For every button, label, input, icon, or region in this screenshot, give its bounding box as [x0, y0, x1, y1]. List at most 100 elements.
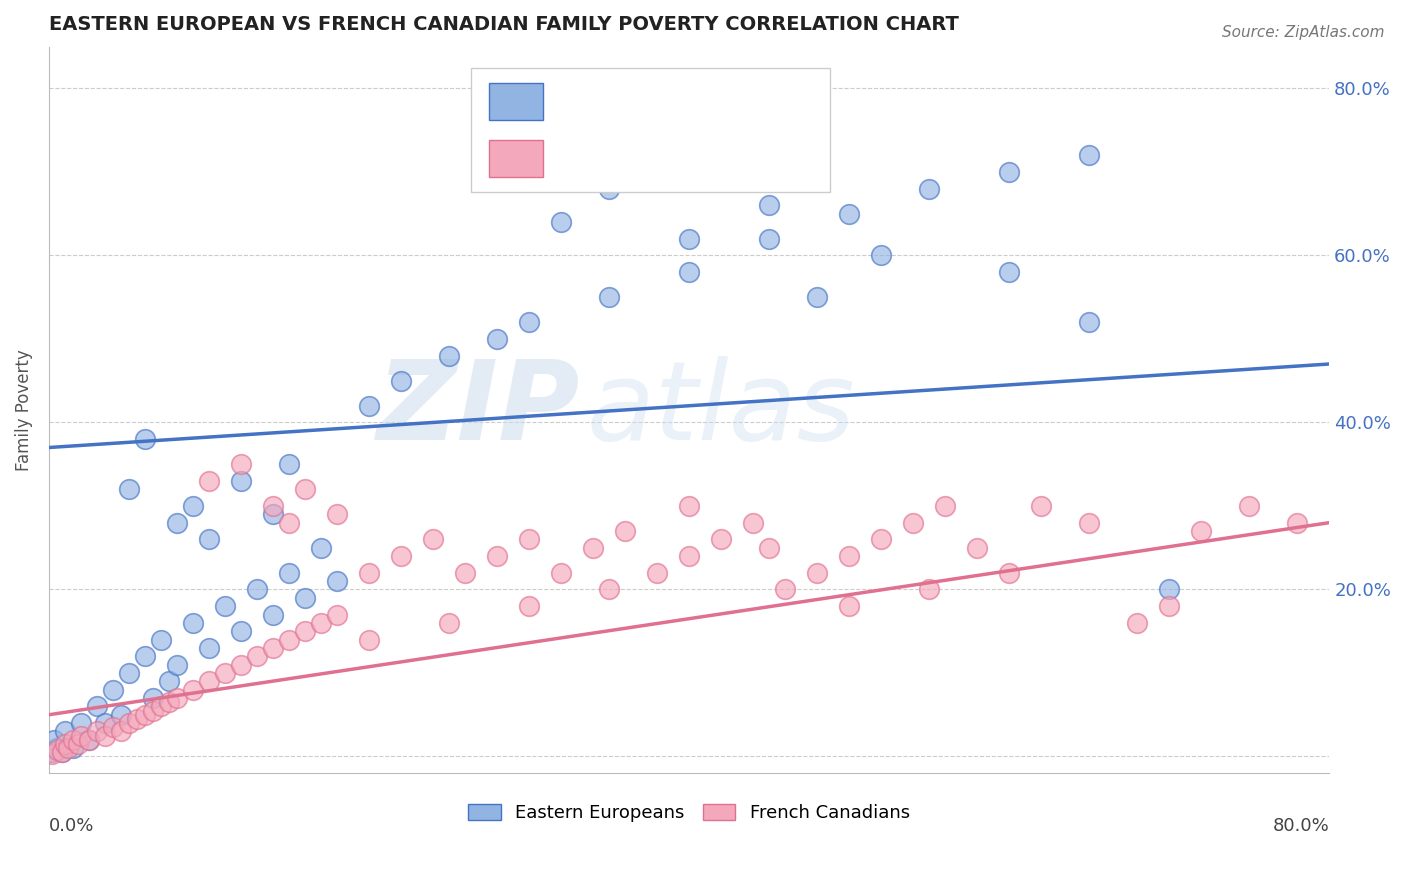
Point: [614, 524, 637, 538]
Point: [326, 607, 349, 622]
Point: [51, 745, 73, 759]
Point: [294, 624, 316, 639]
Point: [41, 745, 63, 759]
Point: [838, 207, 860, 221]
Point: [486, 332, 509, 346]
Point: [437, 615, 460, 630]
Point: [678, 549, 700, 563]
Point: [77, 732, 100, 747]
Point: [278, 632, 301, 647]
Point: [70, 729, 93, 743]
Point: [1239, 499, 1261, 513]
Point: [742, 516, 765, 530]
Point: [326, 508, 349, 522]
Point: [517, 599, 540, 614]
Point: [46, 743, 69, 757]
Point: [357, 632, 380, 647]
Point: [550, 566, 572, 580]
Point: [70, 716, 93, 731]
Point: [710, 533, 733, 547]
Point: [1286, 516, 1309, 530]
Point: [181, 682, 204, 697]
Point: [181, 615, 204, 630]
Point: [51, 745, 73, 759]
Point: [42, 732, 65, 747]
Point: [1159, 582, 1181, 597]
Point: [486, 549, 509, 563]
Point: [246, 649, 269, 664]
Point: [998, 165, 1021, 179]
Point: [309, 541, 332, 555]
Point: [166, 691, 188, 706]
Point: [110, 707, 132, 722]
Point: [454, 566, 477, 580]
Point: [166, 657, 188, 672]
Point: [678, 232, 700, 246]
Point: [134, 432, 156, 446]
Point: [1078, 315, 1101, 329]
Point: [229, 624, 252, 639]
Point: [1078, 148, 1101, 162]
Point: [918, 181, 941, 195]
Text: ZIP: ZIP: [377, 357, 581, 464]
Point: [134, 707, 156, 722]
Point: [598, 582, 620, 597]
Point: [550, 215, 572, 229]
Point: [166, 516, 188, 530]
Point: [198, 474, 221, 488]
Point: [1126, 615, 1149, 630]
Point: [41, 747, 63, 761]
Point: [101, 682, 124, 697]
Point: [142, 704, 165, 718]
Point: [214, 599, 236, 614]
Text: 0.0%: 0.0%: [49, 817, 94, 835]
Point: [773, 582, 796, 597]
Point: [582, 541, 605, 555]
Point: [1159, 599, 1181, 614]
Point: [150, 632, 173, 647]
Point: [229, 457, 252, 471]
Point: [806, 290, 828, 304]
Point: [1078, 516, 1101, 530]
Point: [934, 499, 956, 513]
Point: [309, 615, 332, 630]
Point: [966, 541, 988, 555]
Point: [838, 599, 860, 614]
Text: EASTERN EUROPEAN VS FRENCH CANADIAN FAMILY POVERTY CORRELATION CHART: EASTERN EUROPEAN VS FRENCH CANADIAN FAMI…: [49, 15, 959, 34]
Text: Source: ZipAtlas.com: Source: ZipAtlas.com: [1222, 25, 1385, 40]
Point: [157, 674, 180, 689]
Text: atlas: atlas: [586, 357, 855, 464]
Point: [53, 737, 76, 751]
Point: [998, 566, 1021, 580]
Point: [758, 198, 780, 212]
Point: [278, 457, 301, 471]
Point: [870, 248, 893, 262]
Point: [229, 474, 252, 488]
Point: [56, 741, 79, 756]
Point: [901, 516, 924, 530]
Point: [198, 674, 221, 689]
Point: [437, 349, 460, 363]
Point: [278, 566, 301, 580]
Point: [294, 482, 316, 496]
Point: [229, 657, 252, 672]
Point: [62, 732, 84, 747]
Point: [806, 566, 828, 580]
Point: [998, 265, 1021, 279]
Y-axis label: Family Poverty: Family Poverty: [15, 349, 32, 471]
Point: [66, 737, 89, 751]
Point: [357, 399, 380, 413]
Point: [1031, 499, 1053, 513]
Point: [678, 499, 700, 513]
Point: [278, 516, 301, 530]
Point: [53, 724, 76, 739]
Point: [125, 712, 148, 726]
Point: [214, 665, 236, 680]
Point: [918, 582, 941, 597]
Point: [150, 699, 173, 714]
Point: [142, 691, 165, 706]
Point: [198, 533, 221, 547]
Point: [262, 508, 284, 522]
Point: [758, 541, 780, 555]
Point: [62, 741, 84, 756]
